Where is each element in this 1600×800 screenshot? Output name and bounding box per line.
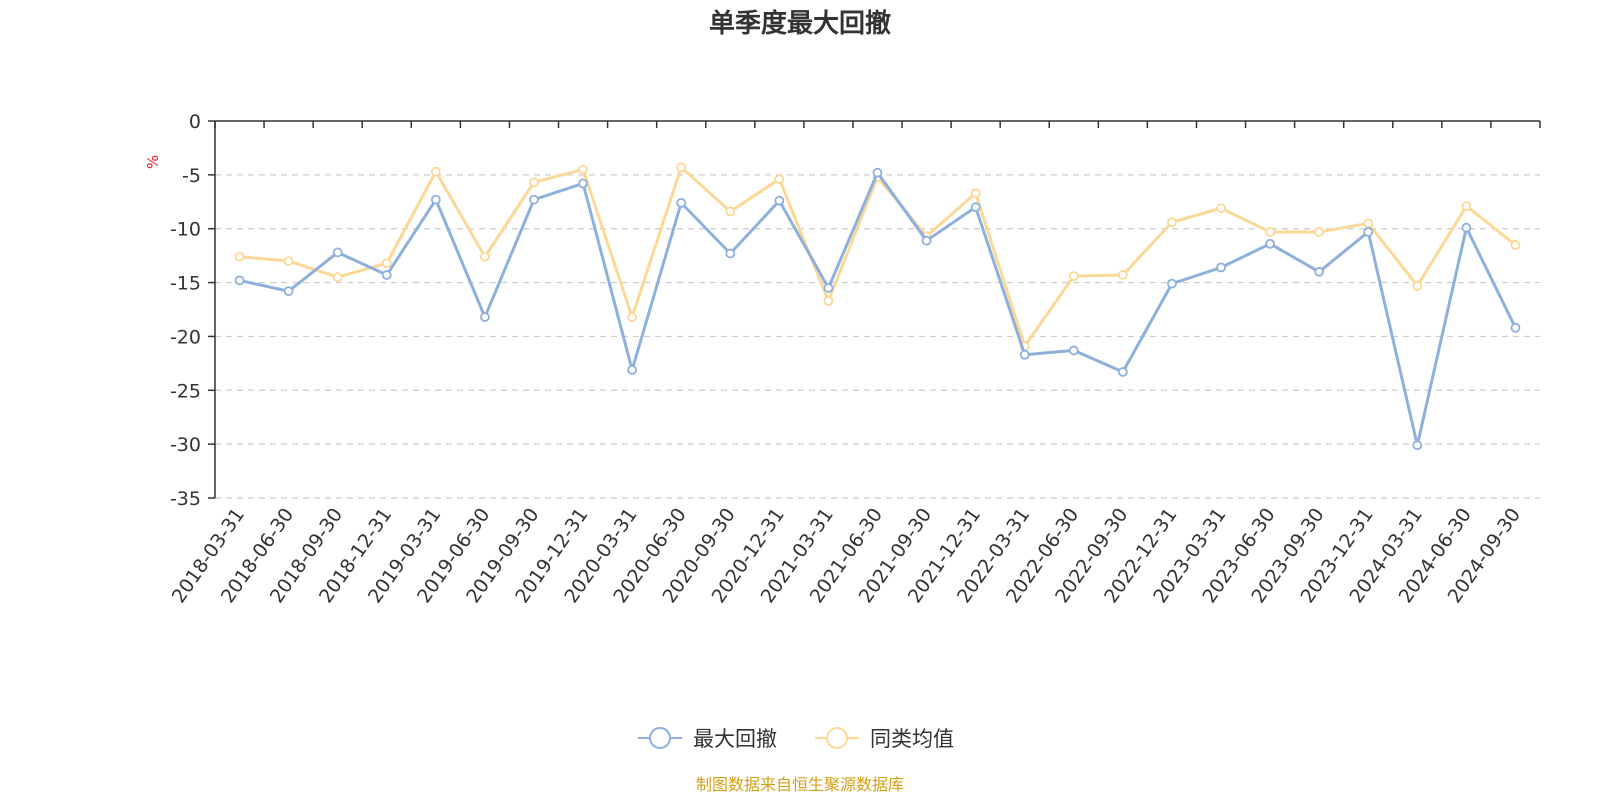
series-line-0 xyxy=(239,171,1517,447)
grid-lines xyxy=(215,174,1540,499)
series-1-point-23[interactable] xyxy=(1363,218,1374,229)
series-0-point-10[interactable] xyxy=(725,248,736,259)
series-1-point-10[interactable] xyxy=(725,206,736,217)
series-1-point-8[interactable] xyxy=(627,312,638,322)
series-0-point-13[interactable] xyxy=(872,167,883,178)
series-1-point-20[interactable] xyxy=(1216,203,1226,214)
x-axis: 2018-03-312018-06-302018-09-302018-12-31… xyxy=(168,120,1541,607)
series-0-point-7[interactable] xyxy=(578,178,588,189)
chart-title: 单季度最大回撤 xyxy=(709,8,891,39)
y-axis-unit: % xyxy=(144,155,162,169)
legend[interactable]: 最大回撤 同类均值 xyxy=(638,727,954,751)
y-tick-label-4: -20 xyxy=(170,326,201,348)
y-tick-label-0: 0 xyxy=(189,111,201,133)
y-tick-label-5: -25 xyxy=(170,380,201,402)
legend-label-1: 同类均值 xyxy=(870,727,954,751)
series-0-point-25[interactable] xyxy=(1461,222,1472,233)
series-1-point-26[interactable] xyxy=(1510,239,1521,250)
series-1-point-6[interactable] xyxy=(529,177,539,188)
series-1-point-5[interactable] xyxy=(480,251,490,262)
series-1-point-2[interactable] xyxy=(332,272,343,283)
series-layer xyxy=(234,162,1521,451)
legend-item-1[interactable]: 同类均值 xyxy=(815,727,954,751)
series-0-point-15[interactable] xyxy=(970,202,981,213)
legend-marker-0 xyxy=(649,727,671,749)
series-0-point-1[interactable] xyxy=(283,286,294,297)
series-line-1 xyxy=(239,165,1517,348)
series-0-point-0[interactable] xyxy=(234,275,245,286)
series-0-point-19[interactable] xyxy=(1167,278,1177,289)
series-0-point-16[interactable] xyxy=(1019,349,1030,360)
series-0-point-18[interactable] xyxy=(1117,367,1128,377)
series-1-point-12[interactable] xyxy=(823,295,834,306)
series-1-point-21[interactable] xyxy=(1265,227,1275,237)
series-0-point-22[interactable] xyxy=(1314,266,1325,277)
y-tick-label-1: -5 xyxy=(182,165,201,187)
series-1-point-9[interactable] xyxy=(676,162,687,173)
series-1-point-19[interactable] xyxy=(1167,217,1177,228)
y-axis: 0 -5 -10 -15 -20 -25 -30 -35 xyxy=(170,111,216,510)
series-0-point-3[interactable] xyxy=(381,270,392,280)
source-note: 制图数据来自恒生聚源数据库 xyxy=(696,775,904,794)
series-1-point-1[interactable] xyxy=(283,256,294,266)
series-0-point-8[interactable] xyxy=(627,364,638,375)
series-1-point-4[interactable] xyxy=(430,166,441,177)
series-1-point-18[interactable] xyxy=(1117,270,1128,280)
series-0-point-4[interactable] xyxy=(430,194,441,205)
series-1-point-22[interactable] xyxy=(1314,227,1325,237)
legend-item-0[interactable]: 最大回撤 xyxy=(638,727,777,751)
legend-label-0: 最大回撤 xyxy=(693,727,777,751)
y-tick-label-7: -35 xyxy=(170,488,201,510)
y-tick-label-3: -15 xyxy=(170,273,201,295)
series-0-point-17[interactable] xyxy=(1068,345,1079,356)
series-0-point-24[interactable] xyxy=(1412,440,1423,451)
series-0-point-26[interactable] xyxy=(1510,322,1521,333)
series-0-point-14[interactable] xyxy=(921,235,932,246)
series-0 xyxy=(234,167,1521,451)
series-1-point-11[interactable] xyxy=(774,174,785,185)
series-0-point-2[interactable] xyxy=(332,247,343,258)
y-tick-label-2: -10 xyxy=(170,219,201,241)
series-0-point-20[interactable] xyxy=(1216,262,1226,273)
series-0-point-12[interactable] xyxy=(823,283,834,293)
series-0-point-9[interactable] xyxy=(676,197,687,208)
series-0-point-21[interactable] xyxy=(1265,238,1275,249)
series-0-point-23[interactable] xyxy=(1363,227,1374,237)
series-1-point-17[interactable] xyxy=(1068,271,1079,282)
series-1-point-7[interactable] xyxy=(578,164,588,175)
series-1-point-0[interactable] xyxy=(234,251,245,262)
series-0-point-6[interactable] xyxy=(529,194,539,205)
series-1-point-24[interactable] xyxy=(1412,280,1423,291)
series-1-point-15[interactable] xyxy=(970,188,981,199)
y-tick-label-6: -30 xyxy=(170,434,201,456)
series-1-point-3[interactable] xyxy=(381,258,392,269)
series-0-point-11[interactable] xyxy=(774,195,785,206)
series-0-point-5[interactable] xyxy=(480,312,490,322)
legend-marker-1 xyxy=(826,727,848,749)
series-1-point-25[interactable] xyxy=(1461,201,1472,211)
series-1 xyxy=(234,162,1521,352)
